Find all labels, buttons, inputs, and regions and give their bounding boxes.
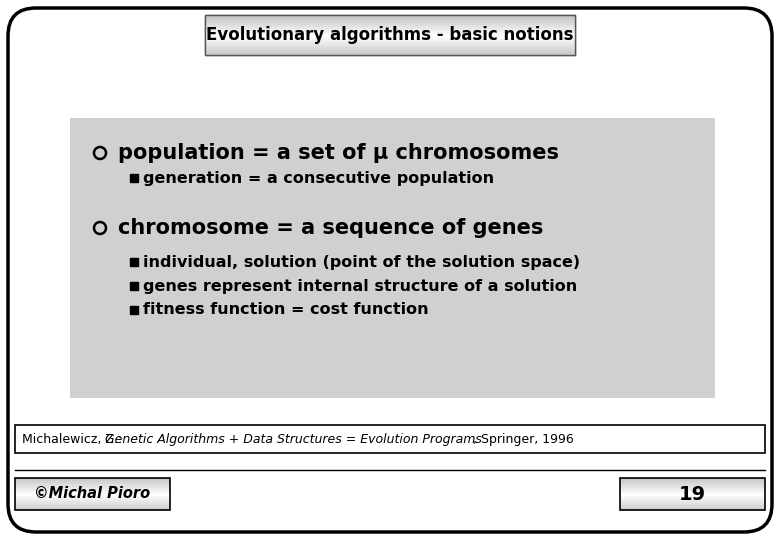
Text: chromosome = a sequence of genes: chromosome = a sequence of genes: [118, 218, 544, 238]
Bar: [15, 488, 170, 490]
Bar: [205, 37, 575, 39]
Bar: [205, 17, 575, 19]
Bar: [205, 19, 575, 22]
Bar: [620, 508, 765, 510]
Bar: [620, 480, 765, 482]
Bar: [205, 31, 575, 33]
Bar: [130, 282, 138, 290]
Bar: [205, 35, 575, 37]
Text: generation = a consecutive population: generation = a consecutive population: [143, 171, 494, 186]
Bar: [205, 15, 575, 17]
Bar: [15, 497, 170, 500]
Text: , Springer, 1996: , Springer, 1996: [473, 433, 574, 446]
Bar: [15, 480, 170, 482]
Bar: [130, 306, 138, 314]
Text: fitness function = cost function: fitness function = cost function: [143, 302, 429, 318]
Bar: [620, 488, 765, 490]
Bar: [620, 505, 765, 507]
Text: genes represent internal structure of a solution: genes represent internal structure of a …: [143, 279, 577, 294]
Bar: [15, 499, 170, 501]
Bar: [205, 29, 575, 31]
Bar: [15, 484, 170, 487]
Bar: [15, 507, 170, 509]
Bar: [15, 505, 170, 507]
Bar: [205, 49, 575, 51]
Bar: [15, 491, 170, 493]
Bar: [15, 489, 170, 491]
Bar: [620, 507, 765, 509]
Bar: [15, 508, 170, 510]
Bar: [15, 504, 170, 505]
Bar: [205, 51, 575, 53]
Bar: [620, 492, 765, 495]
Bar: [205, 27, 575, 30]
Text: ©Michal Pioro: ©Michal Pioro: [34, 487, 151, 502]
Text: population = a set of μ chromosomes: population = a set of μ chromosomes: [118, 143, 559, 163]
Bar: [620, 496, 765, 498]
Bar: [15, 481, 170, 483]
FancyBboxPatch shape: [205, 15, 575, 55]
Bar: [205, 39, 575, 42]
Bar: [205, 25, 575, 28]
Text: Evolutionary algorithms - basic notions: Evolutionary algorithms - basic notions: [206, 26, 574, 44]
Bar: [620, 483, 765, 485]
Bar: [70, 118, 715, 398]
Bar: [205, 45, 575, 48]
FancyBboxPatch shape: [8, 8, 772, 532]
Bar: [620, 504, 765, 505]
Bar: [15, 494, 170, 496]
Bar: [205, 43, 575, 45]
Text: Michalewicz, Z.:: Michalewicz, Z.:: [22, 433, 126, 446]
Bar: [15, 478, 170, 510]
Bar: [15, 425, 765, 453]
Bar: [15, 501, 170, 503]
Bar: [620, 484, 765, 487]
Bar: [15, 478, 170, 480]
Bar: [130, 174, 138, 182]
Bar: [620, 491, 765, 493]
Bar: [620, 489, 765, 491]
Bar: [15, 492, 170, 495]
Bar: [620, 502, 765, 504]
Bar: [15, 486, 170, 488]
Bar: [15, 502, 170, 504]
Text: individual, solution (point of the solution space): individual, solution (point of the solut…: [143, 254, 580, 269]
Bar: [205, 41, 575, 44]
Text: Genetic Algorithms + Data Structures = Evolution Programs: Genetic Algorithms + Data Structures = E…: [105, 433, 482, 446]
Bar: [205, 21, 575, 24]
Bar: [15, 483, 170, 485]
Bar: [620, 478, 765, 510]
Bar: [620, 497, 765, 500]
Bar: [205, 23, 575, 25]
Bar: [620, 486, 765, 488]
Text: 19: 19: [679, 484, 706, 503]
Bar: [620, 494, 765, 496]
Bar: [205, 53, 575, 56]
Bar: [130, 258, 138, 266]
Bar: [205, 47, 575, 50]
Bar: [620, 501, 765, 503]
Bar: [620, 478, 765, 480]
Bar: [620, 499, 765, 501]
Bar: [205, 33, 575, 36]
Bar: [15, 496, 170, 498]
Bar: [620, 481, 765, 483]
